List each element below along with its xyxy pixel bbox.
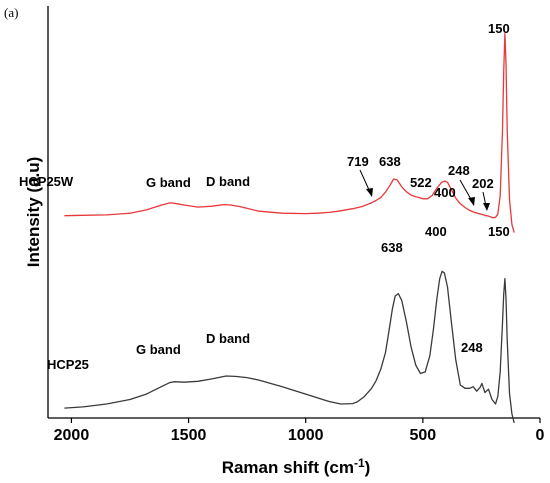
annotation-d-band-top: D band xyxy=(206,174,250,189)
annotation-g-band-top: G band xyxy=(146,175,191,190)
x-tick-label: 1500 xyxy=(171,427,207,444)
annotation-150-top: 150 xyxy=(488,21,510,36)
annotations-hcp25: 638 400 150 248 G band D band xyxy=(136,224,510,357)
annotation-d-band-bottom: D band xyxy=(206,331,250,346)
series-layer xyxy=(64,32,515,424)
annotation-248-top: 248 xyxy=(448,163,470,178)
x-ticks: 2000 1500 1000 500 0 xyxy=(54,418,545,444)
annotation-150-bottom: 150 xyxy=(488,224,510,239)
annotation-400-top: 400 xyxy=(434,185,456,200)
series-line-hcp25w xyxy=(64,32,515,233)
annotation-400-bottom: 400 xyxy=(425,224,447,239)
arrow-248 xyxy=(459,179,473,202)
annotation-638-top: 638 xyxy=(379,154,401,169)
annotation-522: 522 xyxy=(410,175,432,190)
annotation-g-band-bottom: G band xyxy=(136,342,181,357)
x-axis-title-sup: -1 xyxy=(354,456,365,470)
series-label-hcp25: HCP25 xyxy=(47,357,89,372)
panel-label: (a) xyxy=(4,5,18,20)
x-tick-label: 2000 xyxy=(54,427,90,444)
x-tick-label: 1000 xyxy=(288,427,324,444)
annotation-719: 719 xyxy=(347,154,369,169)
y-axis-title: Intensity (a.u) xyxy=(24,157,43,268)
x-tick-label: 500 xyxy=(410,427,437,444)
annotations-hcp25w: 150 719 638 522 400 248 202 G band D ban… xyxy=(146,21,510,211)
annotation-202: 202 xyxy=(472,176,494,191)
arrowhead-248 xyxy=(468,197,475,206)
annotation-638-bottom: 638 xyxy=(381,240,403,255)
arrowhead-202 xyxy=(483,203,490,211)
x-axis-title: Raman shift (cm-1) xyxy=(222,456,371,477)
x-tick-label: 0 xyxy=(536,427,545,444)
x-axis-title-end: ) xyxy=(365,458,371,477)
series-line-hcp25 xyxy=(64,270,515,424)
arrow-719 xyxy=(359,169,371,193)
annotation-248-bottom: 248 xyxy=(461,340,483,355)
arrowhead-719 xyxy=(366,188,373,197)
x-axis-title-main: Raman shift (cm xyxy=(222,458,354,477)
plot-axes: 2000 1500 1000 500 0 xyxy=(47,6,545,444)
series-label-hcp25w: HCP25W xyxy=(19,174,74,189)
